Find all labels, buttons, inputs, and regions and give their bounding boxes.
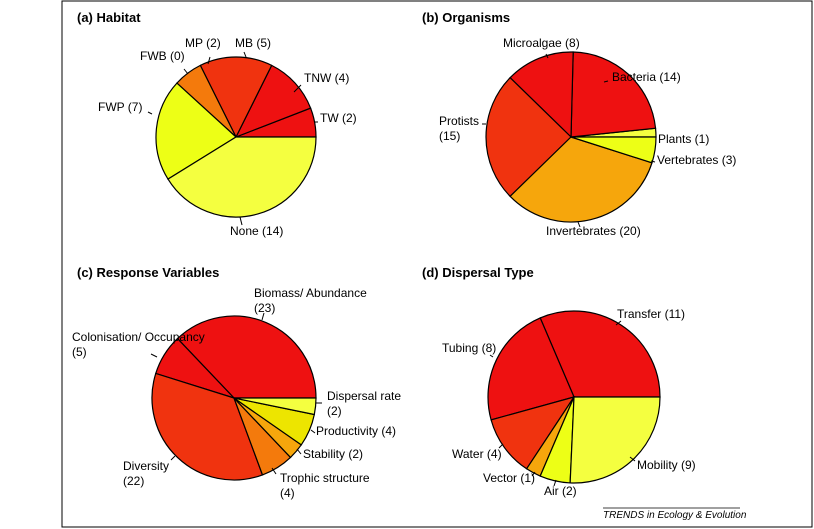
pie-slice [509,136,653,223]
slice-label: Microalgae (8) [503,36,580,50]
label-tick [261,312,265,321]
slice-label: Protists (15) [439,114,479,143]
label-tick [489,354,494,358]
panel-c-title: (c) Response Variables [77,265,220,280]
label-tick [650,160,656,163]
slice-label: Dispersal rate (2) [327,389,401,418]
slice-label: Bacteria (14) [612,70,681,84]
slice-label: Mobility (9) [637,458,696,472]
slice-label: Vertebrates (3) [657,153,736,167]
pie-slice [233,397,317,416]
slice-label: Vector (1) [483,471,535,485]
label-tick [577,221,581,228]
pie-chart-d: Transfer (11) Tubing (8) Water (4) Vector (… [442,307,696,498]
slice-label: Diversity (22) [123,459,169,488]
slice-label: Water (4) [452,447,502,461]
slice-label: Productivity (4) [316,424,396,438]
label-tick [239,216,243,226]
pie-slice [199,56,273,139]
pie-chart-c: Biomass/ Abundance (23) Colonisation/ Occu… [72,286,401,500]
label-tick [615,320,622,326]
slice-label: Tubing (8) [442,341,496,355]
slice-label: MP (2) [185,36,221,50]
label-tick [531,471,536,477]
label-tick [293,84,302,93]
label-tick [545,53,549,59]
slice-label: Trophic structure (4) [280,471,370,500]
label-tick [553,479,557,487]
label-tick [147,111,153,115]
pie-slice [485,76,572,198]
panel-d-title: (d) Dispersal Type [422,265,534,280]
panel-a-title: (a) Habitat [77,10,141,25]
label-tick [170,455,176,461]
pie-slice [167,136,317,218]
pie-slice [539,310,661,398]
pie-slice [151,372,264,481]
slice-label: None (14) [230,224,283,238]
pie-chart-b: Plants (1) Bacteria (14) Microalgae (8) Pro… [439,36,736,238]
pie-slice [570,51,657,138]
label-tick [296,448,302,455]
panel-b-title: (b) Organisms [422,10,511,25]
pie-slice [176,315,317,399]
label-tick [243,51,247,58]
pie-slice [487,317,575,421]
pie-chart-a: TW (2) TNW (4) MB (5) MP (2)FWB (0) FWP (7) N… [98,36,357,238]
slice-label: TW (2) [320,111,357,125]
figure-border [61,0,813,528]
label-tick [498,443,504,449]
label-tick [150,353,158,358]
label-tick [603,80,609,83]
journal-footer: TRENDS in Ecology & Evolution [603,510,747,521]
slice-label: Air (2) [544,484,577,498]
slice-label: FWB (0) [140,49,185,63]
pie-slice [570,136,657,164]
slice-label: MB (5) [235,36,271,50]
label-tick [271,467,277,475]
slice-label: FWP (7) [98,100,142,114]
label-tick [629,456,636,462]
label-tick [183,68,189,75]
slice-label: Colonisation/ Occupancy (5) [72,330,205,359]
slice-label: TNW (4) [304,71,349,85]
slice-label: Stability (2) [303,447,363,461]
pie-slice [509,51,574,139]
slice-label: Transfer (11) [617,307,685,321]
slice-label: Invertebrates (20) [546,224,641,238]
slice-label: Biomass/ Abundance (23) [254,286,367,315]
slice-label: Plants (1) [658,132,709,146]
label-tick [207,56,211,65]
pie-slice [155,82,237,180]
label-tick [310,429,316,434]
